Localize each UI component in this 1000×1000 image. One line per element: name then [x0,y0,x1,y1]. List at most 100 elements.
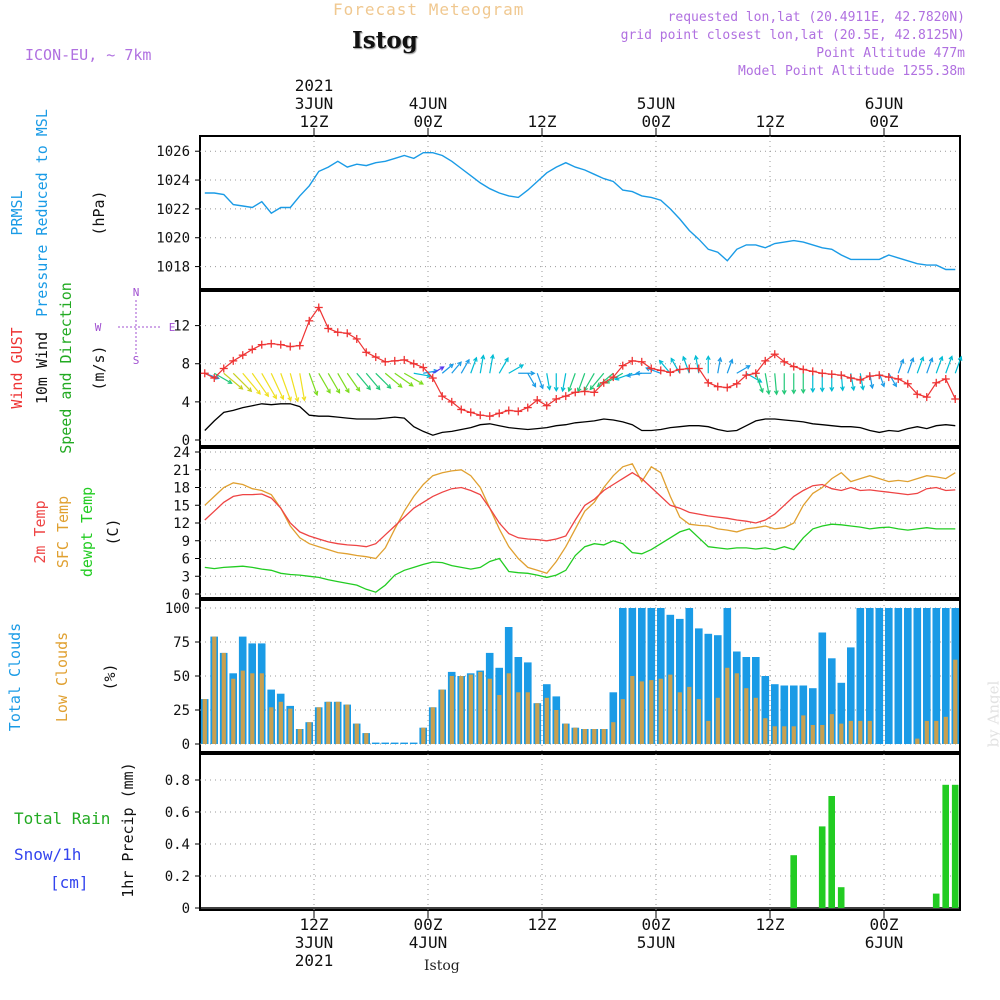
gust-marker [789,362,798,371]
wind-direction-arrow [470,356,478,374]
y-tick-label: 15 [173,498,190,514]
low-cloud-bar [335,701,340,744]
total-cloud-bar [847,647,855,744]
wind-direction-arrow [954,355,963,374]
x-label-top: 4JUN [409,94,448,113]
wind-direction-arrow [356,372,371,391]
wind-direction-arrow [888,372,897,388]
low-cloud-bar [573,727,578,744]
gust-marker [333,328,342,337]
gust-marker [276,340,285,349]
low-cloud-bar [269,707,274,744]
pressure-unit: (hPa) [90,190,108,235]
gust-marker [713,382,722,391]
gust-marker [865,372,874,381]
x-label-top: 3JUN [295,94,334,113]
gust-marker [780,357,789,366]
total-cloud-bar [771,684,779,744]
gust-marker [362,348,371,357]
total-cloud-bar [714,635,722,744]
low-cloud-bar [649,680,654,744]
x-label-bottom: 2021 [295,951,334,970]
location-title: Istog [352,27,418,54]
panel-frame [199,135,961,290]
dewpt-line [204,523,956,593]
wind-direction-arrow [926,357,934,374]
low-cloud-bar [487,678,492,744]
y-tick-label: 0 [182,433,190,449]
low-cloud-bar [221,652,226,744]
low-cloud-bar [782,726,787,744]
pressure-label-long: Pressure Reduced to MSL [33,109,51,317]
low-cloud-bar [421,727,426,744]
wind-direction-arrow [318,372,331,394]
wind-direction-arrow [897,358,905,374]
gust-marker [571,388,580,397]
wind-direction-arrow [308,373,319,397]
x-label-bottom: 00Z [414,915,443,934]
low-cloud-bar [544,697,549,744]
y-tick-label: 1026 [156,144,190,160]
wind-direction-arrow [589,372,605,391]
gust-marker [799,365,808,374]
gust-marker [267,339,276,348]
rain-bar [951,784,959,908]
total-cloud-bar [381,742,389,744]
total-cloud-bar [371,742,380,744]
wind-direction-arrow [375,372,392,389]
wind-direction-arrow [242,372,261,395]
wind-direction-arrow [546,373,552,391]
panel-frame [199,290,961,447]
low-cloud-bar [364,733,369,744]
gust-marker [447,397,456,406]
wind-direction-arrow [460,358,470,374]
gust-marker [542,401,551,410]
gust-marker [618,361,627,370]
low-cloud-bar [715,697,720,744]
low-cloud-bar [791,726,796,744]
y-tick-label: 0.2 [165,869,190,885]
gust-marker [219,364,228,373]
gust-marker [818,369,827,378]
model-altitude: Model Point Altitude 1255.38m [738,64,965,79]
y-tick-label: 21 [173,463,190,479]
wind-direction-arrow [251,372,270,398]
rain-bar [837,887,845,908]
gust-marker [390,356,399,365]
wind-direction-arrow [773,373,779,396]
low-cloud-bar [639,681,644,744]
total-cloud-bar [609,692,618,744]
low-cloud-bar [915,738,920,744]
gust-marker [647,364,656,373]
wind-direction-arrow [726,358,734,374]
gust-marker [609,373,618,382]
wind-direction-arrow [508,364,525,374]
low-cloud-bar [753,697,758,744]
temp-unit: (C) [104,518,122,545]
gust-marker [675,365,684,374]
x-label-top: 12Z [528,112,557,131]
wind-direction-arrow [289,373,300,403]
wind-direction-arrow [451,361,462,374]
wind-direction-arrow [527,372,537,388]
low-cloud-bar [506,673,511,744]
low-cloud-bar [440,689,445,744]
wind-direction-arrow [518,370,536,376]
x-label-top: 2021 [295,76,334,95]
x-label-top: 00Z [642,112,671,131]
wind-direction-arrow [781,373,787,396]
temp-2m-line [204,471,956,548]
gust-marker [438,392,447,401]
x-label-top: 00Z [414,112,443,131]
gust-marker [685,364,694,373]
low-cloud-bar [307,722,312,744]
wind-direction-arrow [800,373,806,395]
gust-marker [761,356,770,365]
gust-marker [286,342,295,351]
wind-direction-arrow [489,353,495,374]
low-cloud-bar [829,714,834,744]
low-cloud-bar [297,729,302,744]
pressure-line [204,151,956,271]
wind-direction-arrow [693,354,700,374]
y-tick-label: 0.4 [165,837,190,853]
